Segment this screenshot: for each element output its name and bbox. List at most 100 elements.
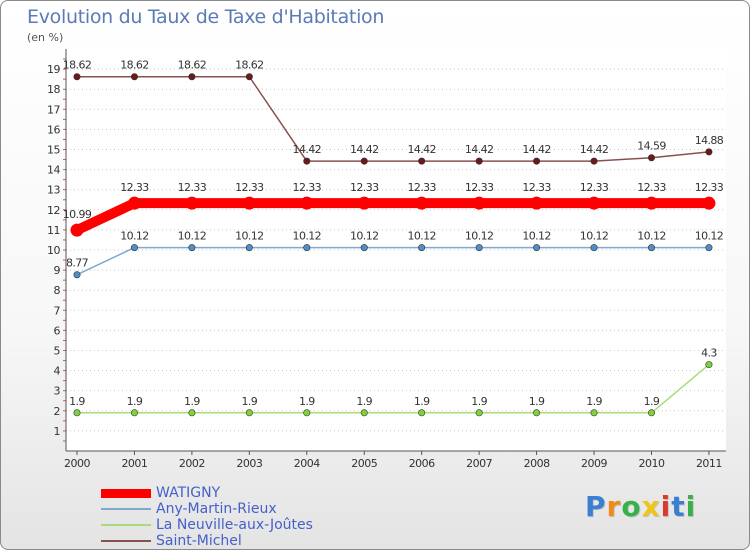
legend-swatch [101, 524, 151, 526]
data-point [533, 157, 541, 165]
x-tick-label: 2007 [466, 457, 492, 470]
x-tick-label: 2000 [64, 457, 90, 470]
data-label: 12.33 [522, 181, 551, 194]
data-label: 1.9 [184, 395, 200, 408]
logo-letter: P [585, 490, 607, 523]
data-point [472, 196, 486, 210]
data-point [303, 157, 311, 165]
legend-swatch [101, 488, 151, 498]
chart-title: Evolution du Taux de Taxe d'Habitation [27, 6, 385, 28]
data-point [587, 196, 601, 210]
data-point [360, 244, 368, 252]
y-tick-label: 2 [54, 405, 61, 418]
data-label: 14.42 [580, 143, 609, 156]
data-point [70, 223, 84, 237]
data-label: 10.12 [407, 230, 436, 243]
y-tick-label: 8 [54, 284, 61, 297]
y-tick-label: 4 [54, 365, 61, 378]
x-tick-label: 2010 [639, 457, 665, 470]
data-point [303, 244, 311, 252]
x-tick-label: 2009 [581, 457, 607, 470]
data-point [418, 157, 426, 165]
data-label: 1.9 [414, 395, 430, 408]
data-label: 1.9 [471, 395, 487, 408]
x-tick-label: 2008 [524, 457, 550, 470]
y-tick-label: 10 [47, 244, 60, 257]
data-point [360, 409, 368, 417]
data-point [242, 196, 256, 210]
legend-item-watigny: WATIGNY [101, 485, 313, 501]
legend-label: Any-Martin-Rieux [156, 501, 277, 517]
series-line [76, 246, 710, 276]
data-point [590, 244, 598, 252]
data-label: 10.12 [580, 230, 609, 243]
data-label: 10.12 [522, 230, 551, 243]
logo-letter: x [641, 490, 661, 523]
data-point [705, 361, 713, 369]
y-tick-label: 11 [47, 224, 60, 237]
data-label: 14.42 [293, 143, 322, 156]
data-label: 18.62 [63, 59, 92, 72]
data-label: 14.42 [465, 143, 494, 156]
data-point [245, 409, 253, 417]
data-point [415, 196, 429, 210]
logo-letter: o [621, 490, 642, 523]
data-point [188, 409, 196, 417]
y-tick-label: 16 [47, 123, 60, 136]
data-label: 8.77 [66, 257, 89, 270]
legend-item-any-martin-rieux: Any-Martin-Rieux [101, 501, 313, 517]
x-tick-label: 2005 [351, 457, 377, 470]
data-point [130, 73, 138, 81]
data-label: 12.33 [178, 181, 207, 194]
y-tick-label: 3 [54, 385, 61, 398]
y-tick-label: 9 [54, 264, 61, 277]
data-point [705, 244, 713, 252]
data-label: 10.12 [637, 230, 666, 243]
x-tick-label: 2006 [409, 457, 435, 470]
data-point [188, 244, 196, 252]
y-tick-label: 15 [47, 144, 60, 157]
data-point [533, 244, 541, 252]
x-tick-label: 2001 [121, 457, 147, 470]
data-label: 18.62 [178, 59, 207, 72]
data-label: 1.9 [241, 395, 257, 408]
series-line [76, 363, 710, 414]
data-point [590, 157, 598, 165]
logo-letter: i [660, 490, 672, 523]
data-label: 10.12 [695, 230, 724, 243]
data-point [590, 409, 598, 417]
data-label: 10.12 [465, 230, 494, 243]
data-label: 12.33 [407, 181, 436, 194]
y-tick-label: 1 [54, 425, 61, 438]
y-axis-unit: (en %) [27, 31, 64, 44]
y-tick-label: 12 [47, 204, 60, 217]
data-point [475, 244, 483, 252]
data-label: 18.62 [235, 59, 264, 72]
data-label: 10.12 [120, 230, 149, 243]
y-tick-label: 14 [47, 164, 60, 177]
data-point [418, 244, 426, 252]
legend-label: WATIGNY [156, 485, 221, 501]
data-point [130, 409, 138, 417]
data-label: 12.33 [293, 181, 322, 194]
data-point [357, 196, 371, 210]
data-point [705, 148, 713, 156]
y-tick-label: 7 [54, 304, 61, 317]
data-label: 18.62 [120, 59, 149, 72]
data-label: 1.9 [586, 395, 602, 408]
legend-label: La Neuville-aux-Joûtes [156, 517, 313, 533]
y-tick-label: 13 [47, 184, 60, 197]
data-point [188, 73, 196, 81]
y-tick-label: 17 [47, 103, 60, 116]
data-point [702, 196, 716, 210]
data-point [303, 409, 311, 417]
data-label: 12.33 [235, 181, 264, 194]
x-tick-label: 2011 [696, 457, 722, 470]
logo-letter: i [685, 490, 697, 523]
data-label: 12.33 [350, 181, 379, 194]
y-tick-label: 5 [54, 345, 61, 358]
data-point [533, 409, 541, 417]
data-point [647, 154, 655, 162]
data-point [245, 244, 253, 252]
data-label: 1.9 [529, 395, 545, 408]
